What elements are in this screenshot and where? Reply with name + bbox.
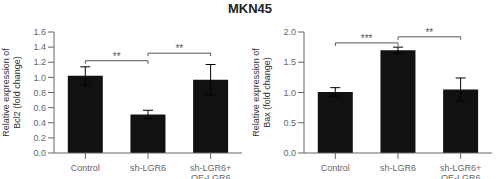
svg-text:0.8: 0.8: [33, 88, 46, 98]
svg-text:sh-LGR6+OE-LGR6: sh-LGR6+OE-LGR6: [440, 163, 481, 179]
svg-text:1.6: 1.6: [33, 27, 46, 37]
svg-text:***: ***: [361, 33, 373, 44]
svg-text:Control: Control: [71, 163, 100, 173]
svg-text:Relative expression ofBcl2 (fo: Relative expression ofBcl2 (fold change): [1, 48, 22, 137]
svg-text:Relative expression ofBax (fol: Relative expression ofBax (fold change): [251, 48, 272, 137]
svg-text:0.0: 0.0: [283, 148, 296, 158]
svg-text:1.4: 1.4: [33, 42, 46, 52]
svg-text:0.6: 0.6: [33, 103, 46, 113]
svg-text:0.5: 0.5: [283, 118, 296, 128]
svg-text:**: **: [113, 51, 121, 62]
svg-text:0.0: 0.0: [33, 148, 46, 158]
svg-text:sh-LGR6+OE-LGR6: sh-LGR6+OE-LGR6: [190, 163, 231, 179]
svg-text:1.5: 1.5: [283, 57, 296, 67]
svg-text:sh-LGR6: sh-LGR6: [130, 163, 166, 173]
svg-text:2.0: 2.0: [283, 27, 296, 37]
svg-text:1.0: 1.0: [283, 88, 296, 98]
svg-text:**: **: [175, 43, 183, 54]
svg-text:1.0: 1.0: [33, 73, 46, 83]
svg-text:0.4: 0.4: [33, 118, 46, 128]
svg-text:1.2: 1.2: [33, 57, 46, 67]
svg-text:sh-LGR6: sh-LGR6: [380, 163, 416, 173]
svg-text:0.2: 0.2: [33, 133, 46, 143]
svg-text:**: **: [425, 27, 433, 38]
html-text:MKN45: MKN45: [228, 1, 272, 16]
svg-text:Control: Control: [321, 163, 350, 173]
